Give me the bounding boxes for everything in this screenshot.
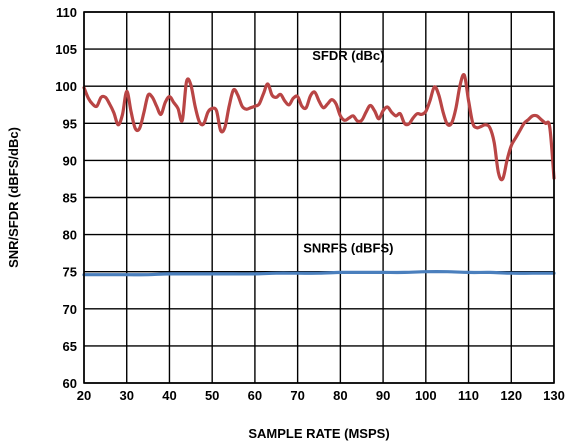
x-tick-label: 130 bbox=[543, 388, 565, 403]
plot-frame bbox=[83, 11, 555, 384]
series-layer bbox=[82, 72, 556, 277]
x-tick-label: 20 bbox=[77, 388, 91, 403]
series-line-snrfs bbox=[82, 270, 556, 277]
x-tick-label: 70 bbox=[290, 388, 304, 403]
x-axis-title: SAMPLE RATE (MSPS) bbox=[248, 426, 389, 441]
x-tick-label: 90 bbox=[376, 388, 390, 403]
plot-border bbox=[83, 11, 555, 384]
x-tick-label: 30 bbox=[119, 388, 133, 403]
x-tick-label: 100 bbox=[415, 388, 437, 403]
y-tick-label: 100 bbox=[55, 79, 77, 94]
y-tick-label: 95 bbox=[63, 116, 77, 131]
series-line-sfdr bbox=[82, 72, 556, 182]
y-tick-label: 60 bbox=[63, 376, 77, 391]
sfdr-series-label: SFDR (dBc) bbox=[312, 48, 384, 63]
y-axis-ticks: 60 65 70 75 80 85 90 95 100 105 110 bbox=[55, 5, 77, 391]
y-tick-label: 85 bbox=[63, 191, 77, 206]
x-tick-label: 110 bbox=[458, 388, 479, 403]
x-tick-label: 60 bbox=[248, 388, 262, 403]
x-tick-label: 50 bbox=[205, 388, 219, 403]
snrfs-series-label: SNRFS (dBFS) bbox=[303, 240, 393, 255]
x-tick-label: 120 bbox=[500, 388, 522, 403]
y-tick-label: 110 bbox=[56, 5, 77, 20]
x-tick-label: 40 bbox=[162, 388, 176, 403]
y-axis-title: SNR/SFDR (dBFS/dBc) bbox=[6, 127, 21, 268]
y-tick-label: 80 bbox=[63, 228, 77, 243]
x-tick-label: 80 bbox=[333, 388, 347, 403]
y-tick-label: 90 bbox=[63, 153, 77, 168]
annotations: SFDR (dBc) SNRFS (dBFS) bbox=[303, 48, 393, 255]
y-tick-label: 105 bbox=[55, 42, 77, 57]
y-tick-label: 65 bbox=[63, 339, 77, 354]
y-tick-label: 70 bbox=[63, 302, 77, 317]
y-tick-label: 75 bbox=[63, 265, 77, 280]
grid bbox=[83, 11, 555, 384]
x-axis-ticks: 20 30 40 50 60 70 80 90 100 110 120 130 bbox=[77, 388, 565, 403]
